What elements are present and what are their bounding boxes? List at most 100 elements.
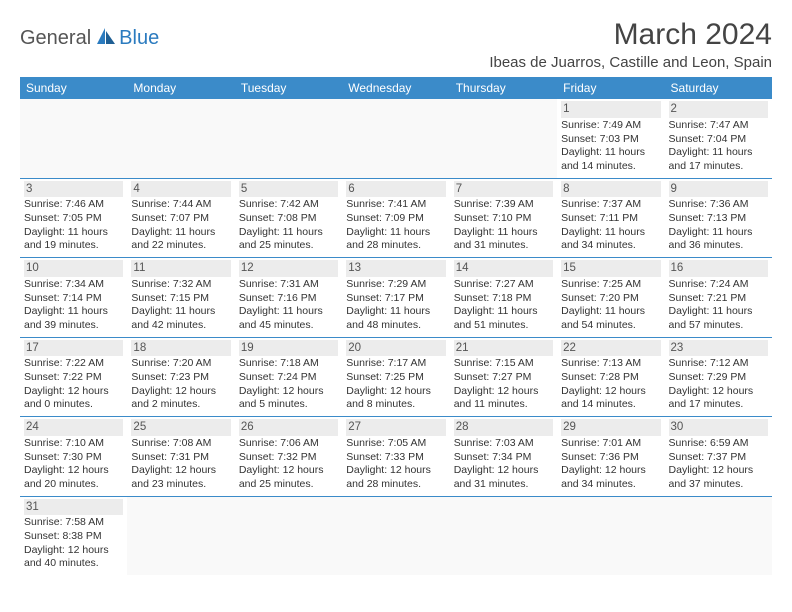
- calendar-cell: 30Sunrise: 6:59 AMSunset: 7:37 PMDayligh…: [665, 417, 772, 497]
- calendar-cell: [450, 99, 557, 178]
- day-details: Sunrise: 7:27 AMSunset: 7:18 PMDaylight:…: [454, 278, 553, 333]
- sunrise-text: Sunrise: 7:32 AM: [131, 278, 230, 292]
- daylight1-text: Daylight: 12 hours: [24, 385, 123, 399]
- daylight1-text: Daylight: 11 hours: [454, 226, 553, 240]
- daylight1-text: Daylight: 12 hours: [24, 544, 123, 558]
- daylight2-text: and 17 minutes.: [669, 160, 768, 174]
- sunrise-text: Sunrise: 7:27 AM: [454, 278, 553, 292]
- sunset-text: Sunset: 7:07 PM: [131, 212, 230, 226]
- day-details: Sunrise: 6:59 AMSunset: 7:37 PMDaylight:…: [669, 437, 768, 492]
- calendar-cell: 11Sunrise: 7:32 AMSunset: 7:15 PMDayligh…: [127, 258, 234, 338]
- daylight2-text: and 8 minutes.: [346, 398, 445, 412]
- daylight2-text: and 51 minutes.: [454, 319, 553, 333]
- sunrise-text: Sunrise: 7:49 AM: [561, 119, 660, 133]
- day-number: 11: [131, 260, 230, 277]
- calendar-cell: 14Sunrise: 7:27 AMSunset: 7:18 PMDayligh…: [450, 258, 557, 338]
- calendar-row: 24Sunrise: 7:10 AMSunset: 7:30 PMDayligh…: [20, 417, 772, 497]
- day-number: 10: [24, 260, 123, 277]
- calendar-cell: [127, 99, 234, 178]
- calendar-body: 1Sunrise: 7:49 AMSunset: 7:03 PM Daylight…: [20, 99, 772, 575]
- sunset-text: Sunset: 7:29 PM: [669, 371, 768, 385]
- day-number: 17: [24, 340, 123, 357]
- daylight2-text: and 5 minutes.: [239, 398, 338, 412]
- sunrise-text: Sunrise: 7:41 AM: [346, 198, 445, 212]
- sunset-text: Sunset: 7:32 PM: [239, 451, 338, 465]
- sunset-text: Sunset: 7:16 PM: [239, 292, 338, 306]
- calendar-cell: 12Sunrise: 7:31 AMSunset: 7:16 PMDayligh…: [235, 258, 342, 338]
- daylight1-text: Daylight: 11 hours: [131, 226, 230, 240]
- calendar-row: 31Sunrise: 7:58 AMSunset: 8:38 PMDayligh…: [20, 496, 772, 575]
- day-number: 27: [346, 419, 445, 436]
- day-details: Sunrise: 7:32 AMSunset: 7:15 PMDaylight:…: [131, 278, 230, 333]
- sunrise-text: Sunrise: 7:34 AM: [24, 278, 123, 292]
- sunset-text: Sunset: 7:08 PM: [239, 212, 338, 226]
- day-number: 20: [346, 340, 445, 357]
- day-details: Sunrise: 7:22 AMSunset: 7:22 PMDaylight:…: [24, 357, 123, 412]
- daylight1-text: Daylight: 12 hours: [454, 385, 553, 399]
- daylight2-text: and 37 minutes.: [669, 478, 768, 492]
- sunrise-text: Sunrise: 7:42 AM: [239, 198, 338, 212]
- day-number: 3: [24, 181, 123, 198]
- calendar-table: Sunday Monday Tuesday Wednesday Thursday…: [20, 77, 772, 575]
- weekday-header: Monday: [127, 77, 234, 99]
- sunset-text: Sunset: 7:20 PM: [561, 292, 660, 306]
- calendar-cell: 1Sunrise: 7:49 AMSunset: 7:03 PMDaylight…: [557, 99, 664, 178]
- sunrise-text: Sunrise: 7:31 AM: [239, 278, 338, 292]
- sunset-text: Sunset: 7:03 PM: [561, 133, 660, 147]
- sunset-text: Sunset: 7:05 PM: [24, 212, 123, 226]
- daylight2-text: and 54 minutes.: [561, 319, 660, 333]
- calendar-cell: 20Sunrise: 7:17 AMSunset: 7:25 PMDayligh…: [342, 337, 449, 417]
- sunrise-text: Sunrise: 7:18 AM: [239, 357, 338, 371]
- daylight2-text: and 14 minutes.: [561, 398, 660, 412]
- calendar-row: 10Sunrise: 7:34 AMSunset: 7:14 PMDayligh…: [20, 258, 772, 338]
- day-details: Sunrise: 7:25 AMSunset: 7:20 PMDaylight:…: [561, 278, 660, 333]
- day-number: 30: [669, 419, 768, 436]
- daylight2-text: and 0 minutes.: [24, 398, 123, 412]
- sunset-text: Sunset: 7:27 PM: [454, 371, 553, 385]
- sunrise-text: Sunrise: 7:05 AM: [346, 437, 445, 451]
- daylight2-text: and 42 minutes.: [131, 319, 230, 333]
- daylight2-text: and 20 minutes.: [24, 478, 123, 492]
- day-details: Sunrise: 7:46 AMSunset: 7:05 PMDaylight:…: [24, 198, 123, 253]
- calendar-cell: [235, 99, 342, 178]
- calendar-cell: [665, 496, 772, 575]
- day-number: 5: [239, 181, 338, 198]
- sunrise-text: Sunrise: 7:29 AM: [346, 278, 445, 292]
- day-number: 18: [131, 340, 230, 357]
- calendar-cell: 3Sunrise: 7:46 AMSunset: 7:05 PMDaylight…: [20, 178, 127, 258]
- calendar-cell: 24Sunrise: 7:10 AMSunset: 7:30 PMDayligh…: [20, 417, 127, 497]
- sunrise-text: Sunrise: 7:17 AM: [346, 357, 445, 371]
- daylight1-text: Daylight: 11 hours: [561, 305, 660, 319]
- calendar-cell: 13Sunrise: 7:29 AMSunset: 7:17 PMDayligh…: [342, 258, 449, 338]
- calendar-cell: 4Sunrise: 7:44 AMSunset: 7:07 PMDaylight…: [127, 178, 234, 258]
- sunset-text: Sunset: 7:13 PM: [669, 212, 768, 226]
- daylight1-text: Daylight: 11 hours: [669, 305, 768, 319]
- calendar-cell: 2Sunrise: 7:47 AMSunset: 7:04 PMDaylight…: [665, 99, 772, 178]
- daylight2-text: and 25 minutes.: [239, 478, 338, 492]
- weekday-header: Wednesday: [342, 77, 449, 99]
- daylight2-text: and 28 minutes.: [346, 239, 445, 253]
- daylight1-text: Daylight: 12 hours: [346, 385, 445, 399]
- sunset-text: Sunset: 7:24 PM: [239, 371, 338, 385]
- day-details: Sunrise: 7:13 AMSunset: 7:28 PMDaylight:…: [561, 357, 660, 412]
- day-number: 1: [561, 101, 660, 118]
- calendar-cell: [235, 496, 342, 575]
- daylight1-text: Daylight: 11 hours: [346, 226, 445, 240]
- title-block: March 2024 Ibeas de Juarros, Castille an…: [489, 18, 772, 71]
- daylight1-text: Daylight: 11 hours: [24, 226, 123, 240]
- calendar-cell: [20, 99, 127, 178]
- day-number: 31: [24, 499, 123, 516]
- day-number: 13: [346, 260, 445, 277]
- sunset-text: Sunset: 7:25 PM: [346, 371, 445, 385]
- day-number: 15: [561, 260, 660, 277]
- sunrise-text: Sunrise: 7:20 AM: [131, 357, 230, 371]
- sunset-text: Sunset: 7:11 PM: [561, 212, 660, 226]
- sunset-text: Sunset: 8:38 PM: [24, 530, 123, 544]
- day-details: Sunrise: 7:10 AMSunset: 7:30 PMDaylight:…: [24, 437, 123, 492]
- calendar-cell: 23Sunrise: 7:12 AMSunset: 7:29 PMDayligh…: [665, 337, 772, 417]
- page-title: March 2024: [489, 18, 772, 52]
- sunrise-text: Sunrise: 7:46 AM: [24, 198, 123, 212]
- calendar-cell: [450, 496, 557, 575]
- day-number: 14: [454, 260, 553, 277]
- day-details: Sunrise: 7:47 AMSunset: 7:04 PMDaylight:…: [669, 119, 768, 174]
